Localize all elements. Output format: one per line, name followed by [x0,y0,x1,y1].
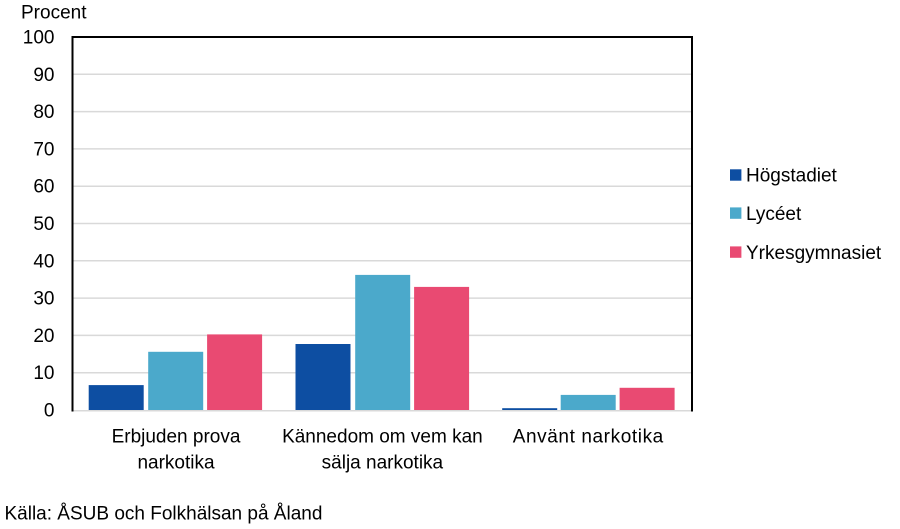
svg-text:narkotika: narkotika [137,453,215,474]
svg-text:10: 10 [33,363,54,384]
svg-text:70: 70 [33,139,54,160]
svg-text:Procent: Procent [21,2,87,23]
svg-text:Högstadiet: Högstadiet [746,166,838,187]
svg-text:100: 100 [23,28,55,49]
svg-text:80: 80 [33,102,54,123]
svg-text:0: 0 [44,401,55,422]
svg-text:20: 20 [33,326,54,347]
svg-text:30: 30 [33,289,54,310]
svg-text:Kännedom om vem kan: Kännedom om vem kan [282,426,483,447]
svg-text:60: 60 [33,177,54,198]
svg-text:Källa: ÅSUB och Folkhälsan på: Källa: ÅSUB och Folkhälsan på Åland [5,503,323,524]
svg-text:50: 50 [33,214,54,235]
svg-text:90: 90 [33,65,54,86]
svg-text:Använt narkotika: Använt narkotika [513,426,664,447]
svg-text:Lycéet: Lycéet [746,204,802,225]
svg-text:Yrkesgymnasiet: Yrkesgymnasiet [746,243,882,264]
svg-text:sälja narkotika: sälja narkotika [322,453,444,474]
svg-text:Erbjuden prova: Erbjuden prova [112,426,241,447]
svg-text:40: 40 [33,251,54,272]
